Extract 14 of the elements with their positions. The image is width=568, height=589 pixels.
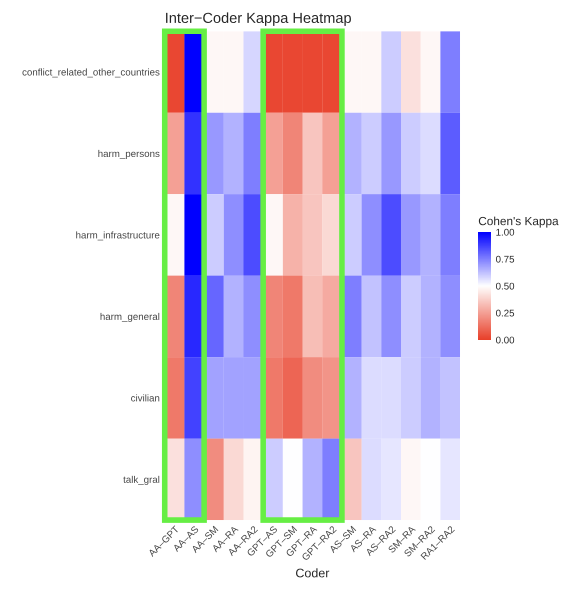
color-bar-label: 0.00 xyxy=(496,336,514,344)
chart-title: Inter−Coder Kappa Heatmap xyxy=(166,12,351,26)
color-bar-label: 0.25 xyxy=(496,310,514,317)
color-bar-title: Cohen's Kappa xyxy=(478,216,559,228)
y-tick-label: harm_infrastructure xyxy=(76,231,160,240)
color-bar-label: 0.75 xyxy=(496,256,514,263)
color-bar-label: 1.00 xyxy=(496,228,514,236)
y-tick-label: talk_gral xyxy=(123,476,160,485)
color-bar-label: 0.50 xyxy=(496,282,514,290)
y-tick-label: harm_general xyxy=(100,312,160,322)
x-axis-title: Coder xyxy=(296,568,330,578)
y-tick-label: harm_persons xyxy=(98,150,160,159)
y-tick-label: conflict_related_other_countries xyxy=(22,68,160,78)
y-tick-label: civilian xyxy=(131,394,160,402)
